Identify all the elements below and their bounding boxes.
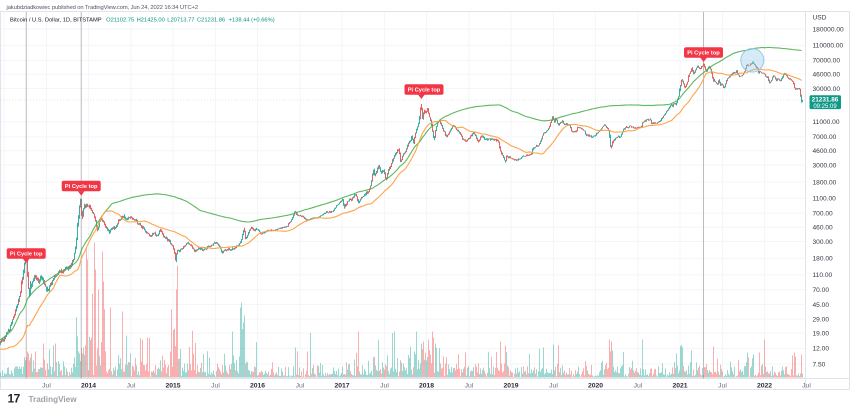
svg-text:2014: 2014 [81, 382, 96, 389]
svg-text:Jul: Jul [634, 382, 643, 389]
svg-text:Jul: Jul [296, 382, 305, 389]
svg-text:Pi Cycle top: Pi Cycle top [687, 51, 720, 57]
svg-text:TradingView: TradingView [29, 395, 78, 404]
svg-text:Jul: Jul [380, 382, 389, 389]
svg-text:180.00: 180.00 [813, 256, 834, 263]
svg-text:110.00: 110.00 [813, 272, 833, 279]
svg-text:jakubdziadkowiec published on: jakubdziadkowiec published on TradingVie… [6, 5, 198, 11]
svg-text:460.00: 460.00 [813, 225, 834, 232]
svg-text:45.00: 45.00 [813, 302, 830, 309]
svg-text:30000.00: 30000.00 [813, 86, 841, 93]
svg-text:Pi Cycle top: Pi Cycle top [10, 252, 43, 258]
svg-text:Pi Cycle top: Pi Cycle top [65, 184, 98, 190]
svg-text:700.00: 700.00 [813, 211, 834, 218]
svg-text:180000.00: 180000.00 [813, 26, 845, 33]
svg-text:Jul: Jul [802, 382, 811, 389]
svg-text:19.00: 19.00 [813, 330, 830, 337]
svg-text:70.00: 70.00 [813, 287, 830, 294]
svg-text:Jul: Jul [549, 382, 558, 389]
svg-text:29.00: 29.00 [813, 316, 830, 323]
svg-text:Jul: Jul [718, 382, 727, 389]
svg-text:2020: 2020 [588, 382, 603, 389]
svg-text:11000.00: 11000.00 [813, 119, 840, 126]
svg-text:USD: USD [813, 14, 827, 21]
svg-text:300.00: 300.00 [813, 239, 834, 246]
svg-text:1800.00: 1800.00 [813, 179, 837, 186]
svg-text:Jul: Jul [465, 382, 474, 389]
svg-text:2017: 2017 [334, 382, 349, 389]
svg-text:4600.00: 4600.00 [813, 148, 837, 155]
svg-text:Jul: Jul [127, 382, 136, 389]
svg-text:Pi Cycle top: Pi Cycle top [408, 88, 441, 94]
svg-text:12.00: 12.00 [813, 346, 830, 353]
svg-text:7000.00: 7000.00 [813, 134, 837, 141]
svg-text:2018: 2018 [419, 382, 434, 389]
svg-text:2016: 2016 [250, 382, 265, 389]
svg-text:2022: 2022 [757, 382, 772, 389]
svg-text:46000.00: 46000.00 [813, 72, 841, 79]
svg-text:1100.00: 1100.00 [813, 196, 837, 203]
svg-text:09:25:09: 09:25:09 [813, 104, 837, 110]
svg-text:Jul: Jul [211, 382, 220, 389]
svg-text:Bitcoin / U.S. Dollar, 1D, BIT: Bitcoin / U.S. Dollar, 1D, BITSTAMP O2110… [10, 17, 275, 23]
svg-text:70000.00: 70000.00 [813, 58, 841, 65]
svg-text:3000.00: 3000.00 [813, 162, 837, 169]
svg-text:2015: 2015 [165, 382, 180, 389]
svg-text:Jul: Jul [42, 382, 51, 389]
svg-text:2019: 2019 [503, 382, 518, 389]
svg-text:110000.00: 110000.00 [813, 43, 844, 50]
svg-text:7.50: 7.50 [813, 361, 826, 368]
svg-text:17: 17 [8, 392, 21, 406]
svg-text:21231.86: 21231.86 [812, 97, 839, 104]
svg-text:2021: 2021 [672, 382, 687, 389]
